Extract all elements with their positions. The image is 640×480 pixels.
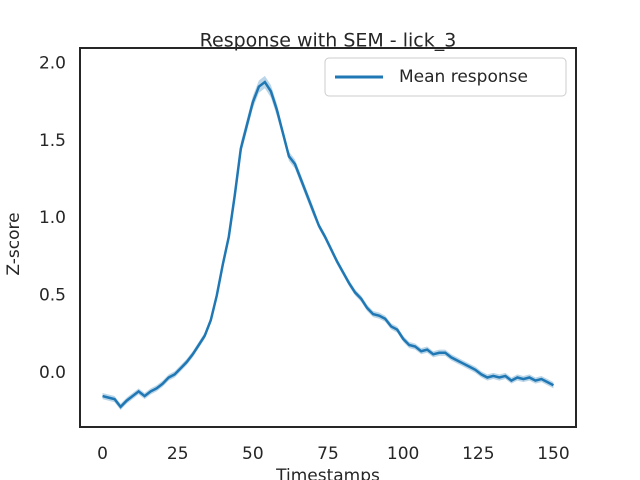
y-tick-label: 0.0 bbox=[39, 363, 66, 383]
legend-box bbox=[324, 57, 567, 97]
line bbox=[102, 80, 555, 409]
x-tick-label: 25 bbox=[167, 444, 189, 464]
x-tick-label: 50 bbox=[242, 444, 264, 464]
x-tick-label: 150 bbox=[537, 444, 569, 464]
plot-frame bbox=[79, 47, 577, 428]
x-axis-label: Timestamps bbox=[275, 466, 380, 480]
x-tick-label: 75 bbox=[317, 444, 339, 464]
y-tick-label: 1.5 bbox=[39, 131, 66, 151]
y-tick-label: 2.0 bbox=[39, 53, 66, 73]
y-axis-label: Z-score bbox=[4, 212, 24, 275]
y-tick-label: 0.5 bbox=[39, 286, 66, 306]
x-tick-label: 100 bbox=[387, 444, 419, 464]
x-tick-label: 125 bbox=[462, 444, 494, 464]
x-tick-label: 0 bbox=[97, 444, 108, 464]
chart-title: Response with SEM - lick_3 bbox=[200, 30, 457, 52]
legend-label: Mean response bbox=[399, 67, 528, 87]
y-tick-label: 1.0 bbox=[39, 208, 66, 228]
